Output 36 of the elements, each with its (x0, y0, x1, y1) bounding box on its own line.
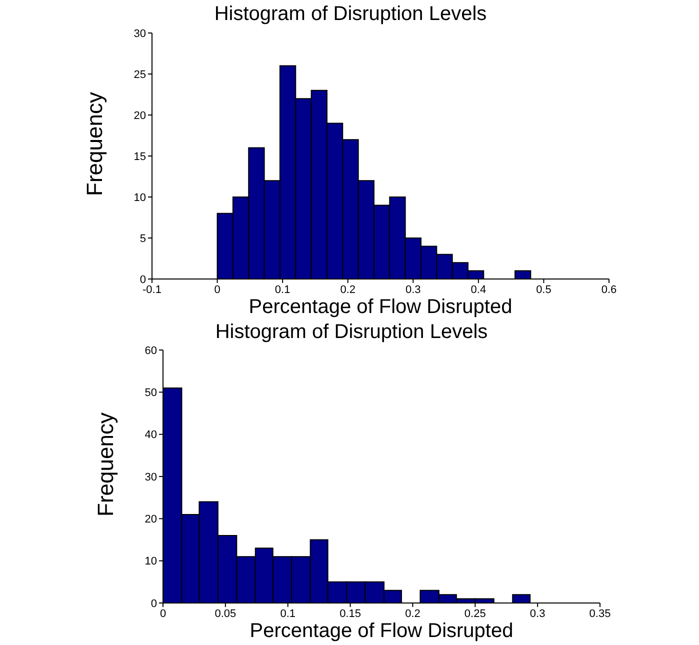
x-tick-label: 0.35 (589, 608, 611, 620)
x-tick-label: 0.2 (405, 608, 420, 620)
y-tick-label: 10 (144, 556, 157, 568)
y-tick-label: 20 (144, 514, 157, 526)
x-tick-label: 0.5 (536, 284, 552, 296)
x-tick-label: 0.3 (530, 608, 546, 620)
y-tick-label: 0 (150, 598, 157, 610)
x-axis-title: Percentage of Flow Disrupted (248, 296, 512, 318)
x-tick-label: 0.6 (601, 284, 617, 296)
y-tick-label: 25 (134, 68, 146, 81)
x-tick-label: 0.05 (214, 608, 236, 620)
x-tick-label: 0 (214, 284, 220, 296)
y-tick-label: 5 (140, 232, 146, 245)
y-axis-title: Frequency (92, 412, 118, 516)
y-tick-label: 30 (134, 28, 146, 40)
x-tick-label: 0.25 (464, 608, 486, 620)
x-tick-label: 0.1 (280, 608, 296, 620)
x-axis-title: Percentage of Flow Disrupted (250, 620, 514, 642)
y-tick-label: 50 (144, 387, 157, 400)
y-tick-label: 40 (144, 429, 157, 442)
y-axis-title: Frequency (82, 92, 107, 196)
y-tick-label: 30 (144, 471, 157, 484)
x-tick-label: 0.4 (470, 284, 486, 296)
x-tick-label: 0.2 (340, 284, 356, 296)
x-tick-label: 0.1 (274, 284, 290, 296)
chart-title: Histogram of Disruption Levels (214, 321, 489, 344)
y-tick-label: 20 (134, 110, 146, 122)
x-tick-label: 0.3 (405, 284, 421, 296)
chart-title: Histogram of Disruption Levels (213, 3, 488, 26)
x-tick-label: 0 (160, 608, 166, 620)
y-tick-label: 60 (144, 344, 157, 357)
x-tick-label: 0.15 (340, 608, 361, 620)
x-tick-label: -0.1 (142, 284, 162, 296)
y-tick-label: 15 (134, 150, 146, 163)
y-tick-label: 0 (140, 274, 146, 286)
y-tick-label: 10 (134, 192, 146, 204)
